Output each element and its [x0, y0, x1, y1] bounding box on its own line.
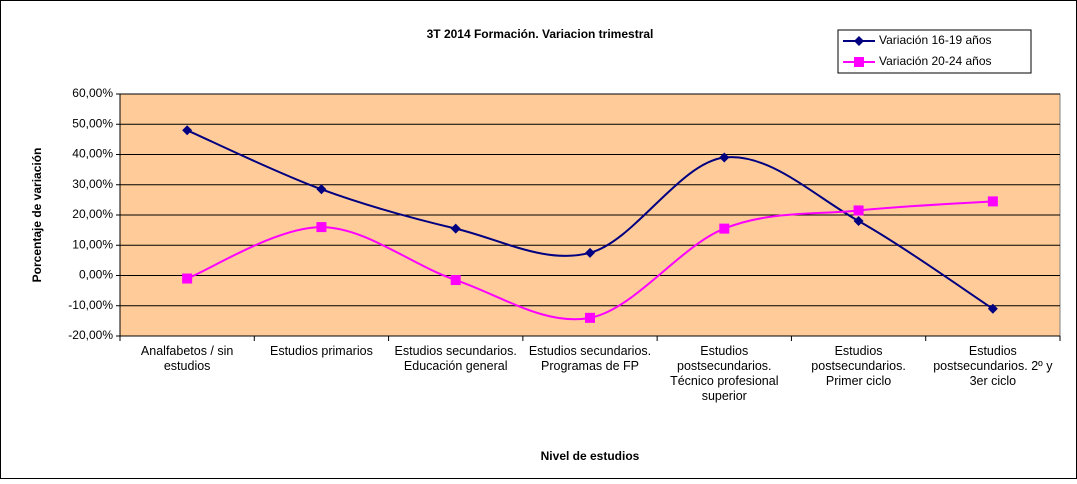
x-tick-label-box: Estudios postsecundarios. 2º y 3er ciclo — [933, 344, 1053, 388]
chart-title: 3T 2014 Formación. Variacion trimestral — [427, 27, 654, 41]
x-tick-label-box: Estudios secundarios. Programas de FP — [528, 344, 652, 373]
point — [585, 312, 595, 323]
y-axis-label: Porcentaje de variación — [30, 148, 44, 283]
point — [585, 247, 595, 258]
point — [450, 275, 461, 286]
y-tick-label: -20,00% — [68, 328, 113, 342]
x-tick-label: Estudios postsecundarios. Técnico profes… — [670, 344, 779, 403]
point — [182, 273, 193, 284]
y-tick-label: -10,00% — [68, 298, 113, 312]
y-tick-label: 10,00% — [72, 237, 113, 251]
point — [987, 303, 998, 314]
point — [719, 152, 730, 163]
x-tick-label: Estudios primarios — [270, 344, 373, 358]
y-tick-label: 60,00% — [72, 86, 113, 100]
legend-label: Variación 20-24 años — [879, 54, 992, 68]
x-tick-label: Estudios postsecundarios. 2º y 3er ciclo — [933, 344, 1053, 388]
x-tick-label-box: Estudios postsecundarios. Técnico profes… — [670, 344, 779, 403]
y-tick-label: 20,00% — [72, 207, 113, 221]
y-tick-label: 30,00% — [72, 177, 113, 191]
point — [987, 196, 998, 207]
legend-box — [837, 29, 1032, 74]
y-tick-label: 50,00% — [72, 116, 113, 130]
y-tick-label: 0,00% — [79, 268, 113, 282]
point — [719, 223, 730, 234]
point — [316, 222, 327, 233]
point — [316, 184, 327, 195]
x-tick-label: Estudios postsecundarios. Primer ciclo — [811, 344, 906, 388]
x-tick-label: Estudios secundarios. Programas de FP — [528, 344, 652, 373]
x-axis-label: Nivel de estudios — [541, 449, 640, 463]
point — [450, 223, 461, 234]
point — [853, 216, 864, 227]
point — [853, 205, 864, 216]
legend-marker — [854, 36, 864, 46]
y-tick-label: 40,00% — [72, 147, 113, 161]
legend-label: Variación 16-19 años — [879, 33, 992, 47]
x-tick-label: Estudios secundarios. Educación general — [394, 344, 517, 373]
x-tick-label-box: Analfabetos / sin estudios — [140, 344, 234, 373]
x-tick-label-box: Estudios secundarios. Educación general — [394, 344, 517, 373]
x-tick-label-box: Estudios primarios — [270, 344, 373, 358]
x-tick-label: Analfabetos / sin estudios — [140, 344, 234, 373]
x-tick-label-box: Estudios postsecundarios. Primer ciclo — [811, 344, 906, 388]
point — [182, 125, 193, 136]
legend-marker — [854, 57, 864, 67]
